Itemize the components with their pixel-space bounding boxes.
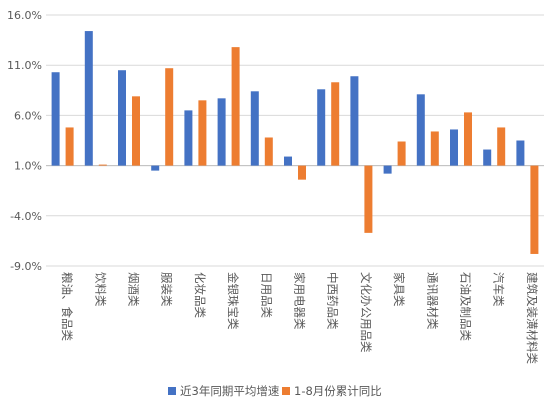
y-tick-label: 1.0% <box>14 160 42 173</box>
legend-label: 1-8月份累计同比 <box>294 384 382 398</box>
bar-avg-3yr <box>483 149 492 166</box>
bar-avg-3yr <box>350 76 359 166</box>
x-category-label: 汽车类 <box>492 272 506 307</box>
bar-ytd-yoy <box>430 131 439 166</box>
bar-avg-3yr <box>383 165 392 174</box>
x-category-label: 化妆品类 <box>193 272 207 318</box>
x-category-label: 文化办公用品类 <box>359 272 373 353</box>
x-category-label: 服装类 <box>160 272 174 307</box>
legend-swatch <box>282 387 290 395</box>
bar-ytd-yoy <box>264 137 273 166</box>
bar-ytd-yoy <box>231 47 240 166</box>
bar-avg-3yr <box>416 94 425 166</box>
y-tick-label: 16.0% <box>7 9 42 22</box>
gridlines <box>46 14 544 267</box>
bar-ytd-yoy <box>497 127 506 166</box>
legend: 近3年同期平均增速 1-8月份累计同比 <box>168 384 382 398</box>
x-category-label: 烟酒类 <box>127 272 141 307</box>
bar-ytd-yoy <box>65 127 74 166</box>
y-tick-label: -4.0% <box>10 210 42 223</box>
y-axis: 16.0% 11.0% 6.0% 1.0% -4.0% -9.0% <box>7 9 42 273</box>
x-category-label: 家用电器类 <box>293 272 307 330</box>
bar-avg-3yr <box>450 129 458 166</box>
bar-avg-3yr <box>184 110 193 166</box>
bar-avg-3yr <box>51 72 60 166</box>
bars <box>51 31 539 254</box>
bar-avg-3yr <box>250 91 259 166</box>
x-category-label: 饮料类 <box>93 272 107 307</box>
x-category-label: 石油及制品类 <box>459 272 473 341</box>
bar-avg-3yr <box>84 31 93 166</box>
bar-ytd-yoy <box>464 112 472 166</box>
bar-avg-3yr <box>516 140 525 166</box>
bar-avg-3yr <box>217 98 226 166</box>
bar-avg-3yr <box>284 156 292 166</box>
bar-ytd-yoy <box>132 96 140 166</box>
x-category-label: 日用品类 <box>259 272 273 318</box>
bar-ytd-yoy <box>198 100 207 166</box>
bar-ytd-yoy <box>331 82 340 166</box>
bar-avg-3yr <box>151 165 160 171</box>
y-tick-label: -9.0% <box>10 260 42 273</box>
legend-swatch <box>168 387 176 395</box>
x-category-label: 家具类 <box>392 272 406 307</box>
bar-ytd-yoy <box>98 164 107 166</box>
y-tick-label: 11.0% <box>7 59 42 72</box>
x-category-label: 金银珠宝类 <box>226 272 240 330</box>
x-category-label: 粮油、食品类 <box>60 272 74 341</box>
bar-ytd-yoy <box>298 165 306 180</box>
x-category-label: 通讯器材类 <box>425 272 439 330</box>
bar-ytd-yoy <box>165 68 174 166</box>
x-category-label: 建筑及装潢材料类 <box>525 272 539 364</box>
y-tick-label: 6.0% <box>14 109 42 122</box>
bar-ytd-yoy <box>364 165 373 233</box>
bar-ytd-yoy <box>530 165 539 254</box>
bar-avg-3yr <box>317 89 326 166</box>
x-category-label: 中西药品类 <box>326 272 340 330</box>
legend-label: 近3年同期平均增速 <box>180 384 280 398</box>
x-axis: 粮油、食品类 饮料类 烟酒类 服装类 化妆品类 金银珠宝类 日用品类 家用电器类 中西药品类 文化… <box>60 272 539 364</box>
bar-avg-3yr <box>118 70 126 166</box>
bar-ytd-yoy <box>397 141 406 166</box>
